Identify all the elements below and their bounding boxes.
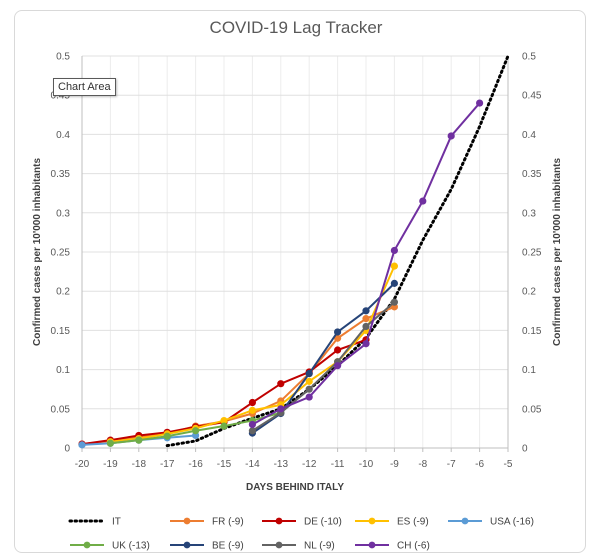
legend-label-fr: FR (-9)	[212, 517, 244, 528]
x-tick-label: -20	[75, 459, 90, 470]
legend-label-ch: CH (-6)	[397, 541, 430, 552]
x-tick-label: -11	[331, 459, 345, 470]
legend-marker-ch	[368, 541, 376, 549]
legend-marker-fr	[183, 517, 191, 525]
x-tick-label: -10	[359, 459, 374, 470]
legend-label-de: DE (-10)	[304, 517, 342, 528]
data-point-ch	[419, 197, 427, 205]
legend-marker-es	[368, 517, 376, 525]
data-point-ch	[305, 393, 313, 401]
y-tick-label-right: 0.45	[522, 91, 542, 102]
data-point-ch	[390, 246, 398, 255]
y-axis-title-right: Confirmed cases per 10'000 inhabitants	[552, 158, 563, 346]
legend-label-nl: NL (-9)	[304, 541, 335, 552]
x-tick-label: -13	[274, 459, 289, 470]
data-point-ch	[277, 405, 285, 413]
legend-label-es: ES (-9)	[397, 517, 429, 528]
data-point-de	[248, 398, 256, 407]
legend-label-be: BE (-9)	[212, 541, 244, 552]
y-axis-title-left: Confirmed cases per 10'000 inhabitants	[32, 158, 43, 346]
legend-marker-nl	[275, 541, 283, 549]
y-tick-label-right: 0	[522, 444, 528, 455]
data-point-de	[277, 380, 285, 388]
legend-label-usa: USA (-16)	[490, 517, 534, 528]
x-tick-label: -5	[504, 459, 513, 470]
data-point-de	[334, 346, 342, 354]
data-point-es	[220, 416, 228, 425]
x-tick-label: -6	[475, 459, 484, 470]
x-axis-title: DAYS BEHIND ITALY	[246, 482, 344, 493]
data-point-es	[305, 377, 313, 385]
data-point-nl	[248, 427, 256, 435]
data-point-uk	[220, 422, 228, 430]
legend-marker-de	[275, 517, 283, 525]
y-tick-label-right: 0.2	[522, 287, 536, 298]
legend-marker-uk	[83, 541, 91, 549]
y-tick-label-left: 0.2	[56, 287, 70, 298]
x-tick-label: -7	[447, 459, 456, 470]
y-tick-label-right: 0.1	[522, 365, 536, 376]
data-point-fr	[362, 315, 370, 323]
y-tick-label-right: 0.35	[522, 169, 542, 180]
y-tick-label-right: 0.5	[522, 52, 536, 63]
x-tick-label: -16	[188, 459, 203, 470]
data-point-be	[362, 307, 370, 315]
series-line-nl	[251, 301, 396, 432]
data-point-nl	[362, 322, 370, 331]
chart-area-tooltip: Chart Area	[53, 78, 116, 96]
y-tick-label-right: 0.3	[522, 208, 536, 219]
x-tick-label: -18	[132, 459, 147, 470]
data-point-es	[248, 406, 256, 414]
y-tick-label-left: 0.15	[51, 326, 71, 337]
data-point-usa	[78, 441, 86, 449]
x-tick-label: -12	[302, 459, 317, 470]
legend-label-uk: UK (-13)	[112, 541, 150, 552]
legend-marker-usa	[461, 517, 469, 525]
y-tick-label-right: 0.4	[522, 130, 536, 141]
data-point-ch	[248, 420, 256, 429]
x-tick-label: -17	[160, 459, 175, 470]
series-line-fr	[81, 305, 395, 446]
data-point-be	[334, 328, 342, 336]
data-point-nl	[390, 298, 398, 306]
data-point-be	[305, 369, 313, 378]
x-tick-label: -8	[418, 459, 427, 470]
data-point-fr	[334, 334, 342, 342]
y-tick-label-left: 0.05	[51, 404, 71, 415]
data-point-uk	[163, 432, 171, 440]
y-tick-label-left: 0.45	[51, 91, 71, 102]
chart-title: COVID-19 Lag Tracker	[209, 18, 383, 37]
data-point-ch	[362, 340, 370, 348]
y-tick-label-left: 0.1	[56, 365, 70, 376]
y-tick-label-left: 0	[64, 444, 70, 455]
data-point-uk	[135, 436, 143, 444]
y-tick-label-left: 0.25	[51, 248, 71, 259]
data-point-uk	[106, 439, 114, 447]
y-tick-label-left: 0.35	[51, 169, 71, 180]
x-tick-label: -19	[103, 459, 118, 470]
y-tick-label-right: 0.25	[522, 248, 542, 259]
y-tick-label-left: 0.4	[56, 130, 70, 141]
data-point-nl	[305, 385, 313, 393]
data-point-be	[390, 279, 398, 287]
y-tick-label-left: 0.5	[56, 52, 70, 63]
y-tick-label-right: 0.15	[522, 326, 542, 337]
data-point-ch	[476, 99, 484, 107]
data-point-ch	[447, 132, 455, 140]
x-tick-label: -15	[217, 459, 232, 470]
data-point-ch	[334, 362, 342, 370]
x-tick-label: -9	[390, 459, 399, 470]
legend-marker-be	[183, 541, 191, 549]
y-tick-label-left: 0.3	[56, 208, 70, 219]
data-point-uk	[192, 427, 200, 435]
legend-label-it: IT	[112, 517, 121, 528]
y-tick-label-right: 0.05	[522, 404, 542, 415]
x-tick-label: -14	[245, 459, 260, 470]
data-point-es	[390, 262, 398, 270]
